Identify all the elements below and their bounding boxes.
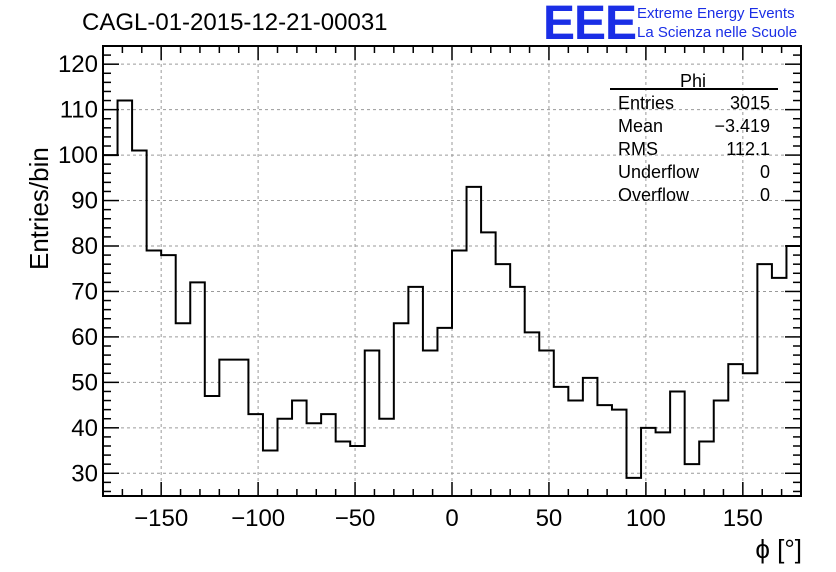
histogram-bin [234, 360, 249, 496]
stats-box-divider [610, 88, 778, 90]
stats-label: Underflow [618, 162, 700, 182]
y-tick-label: 100 [58, 142, 98, 169]
histogram-bin [321, 414, 336, 496]
eee-logo: EEE [543, 0, 637, 50]
histogram-bin [496, 264, 511, 496]
stats-label: RMS [618, 139, 658, 159]
y-tick-label: 30 [71, 460, 98, 487]
x-tick-label: −150 [134, 505, 188, 532]
x-tick-label: 50 [536, 505, 563, 532]
histogram-bin [161, 255, 176, 496]
stats-value: 112.1 [726, 139, 770, 159]
y-tick-label: 40 [71, 415, 98, 442]
y-tick-label: 120 [58, 51, 98, 78]
x-axis-label: ϕ [°] [755, 534, 802, 564]
histogram-bin [103, 155, 118, 496]
histogram-bin [685, 464, 700, 496]
stats-box-title: Phi [680, 71, 707, 91]
histogram-bin [219, 360, 234, 496]
histogram-bin [350, 446, 365, 496]
histogram-bin [467, 187, 482, 496]
histogram-bin [728, 364, 743, 496]
histogram-bin [452, 251, 467, 496]
histogram-bin [525, 332, 540, 496]
y-tick-label: 110 [60, 97, 98, 124]
histogram-bin [248, 414, 263, 496]
histogram-bin [757, 264, 772, 496]
y-tick-label: 70 [71, 278, 98, 305]
histogram-bin [568, 401, 583, 496]
histogram-outline [102, 73, 802, 496]
histogram-bin [408, 287, 423, 496]
y-tick-label: 50 [71, 369, 98, 396]
histogram-bin [597, 405, 612, 496]
histogram-bin [423, 351, 438, 496]
stats-value: −3.419 [714, 116, 770, 136]
eee-tagline-2: La Scienza nelle Scuole [637, 24, 798, 41]
x-tick-label: 150 [723, 505, 763, 532]
histogram-bin [307, 423, 322, 496]
histogram-bin [263, 451, 278, 496]
histogram-bin [554, 387, 569, 496]
histogram-bin [743, 373, 758, 496]
histogram-bin [190, 282, 205, 496]
stats-label: Entries [618, 93, 675, 113]
histogram-bin [699, 441, 714, 496]
y-tick-label: 90 [71, 188, 98, 215]
histogram-bin [147, 251, 162, 496]
y-tick-label: 80 [71, 233, 98, 260]
stats-label: Mean [618, 116, 664, 136]
histogram-bin [627, 478, 642, 496]
y-axis-label: Entries/bin [24, 147, 54, 270]
x-tick-label: 100 [626, 505, 666, 532]
chart-title: CAGL-01-2015-12-21-00031 [82, 9, 388, 36]
histogram-bin [583, 378, 598, 496]
histogram-bin [118, 101, 133, 496]
histogram-bin [278, 419, 293, 496]
x-tick-label: 0 [445, 505, 458, 532]
histogram-bin [176, 323, 191, 496]
histogram-bin [772, 278, 787, 496]
y-tick-label: 60 [71, 324, 98, 351]
x-tick-label: −100 [231, 505, 285, 532]
histogram-bin [481, 232, 496, 496]
stats-label: Overflow [618, 185, 690, 205]
histogram-bin [437, 328, 452, 496]
histogram-bin [714, 401, 729, 496]
histogram-bin [786, 246, 801, 496]
histogram-bin [641, 428, 656, 496]
histogram-bin [539, 351, 554, 496]
x-tick-label: −50 [335, 505, 376, 532]
stats-value: 0 [759, 162, 770, 182]
histogram-bin [132, 151, 147, 496]
histogram-bin [205, 396, 220, 496]
histogram-bin [379, 419, 394, 496]
histogram-bin [656, 432, 671, 496]
eee-tagline-1: Extreme Energy Events [637, 5, 795, 22]
stats-value: 0 [759, 185, 770, 205]
histogram-bin [394, 323, 409, 496]
stats-value: 3015 [729, 93, 770, 113]
histogram-bin [336, 441, 351, 496]
histogram-bin [510, 287, 525, 496]
histogram-bin [365, 351, 380, 496]
histogram-bin [670, 391, 685, 496]
histogram-bin [612, 410, 627, 496]
histogram-bin [292, 401, 307, 496]
